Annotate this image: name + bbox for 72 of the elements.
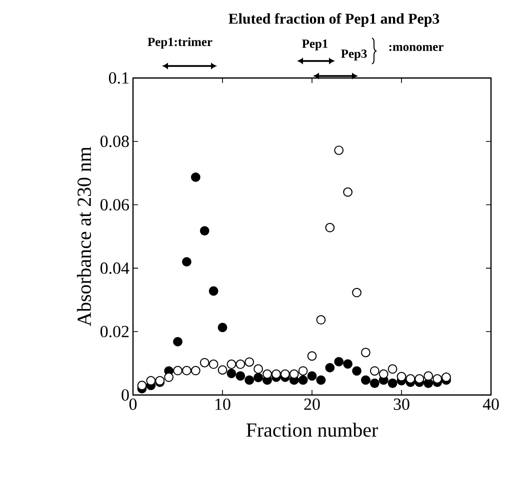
- point: [388, 378, 398, 388]
- point: [325, 363, 335, 372]
- point: [164, 372, 174, 382]
- point: [361, 348, 370, 358]
- point: [396, 372, 406, 382]
- text: Pep1: [302, 40, 328, 50]
- x-tick-label: 0: [129, 398, 137, 410]
- point: [370, 378, 380, 388]
- point: [236, 371, 246, 381]
- point: [208, 360, 218, 369]
- point: [182, 366, 192, 376]
- point: [218, 365, 228, 375]
- y-tick-label: 0.1: [108, 72, 128, 84]
- point: [334, 146, 344, 155]
- point: [370, 366, 380, 376]
- text: Pep1:trimer: [148, 37, 212, 49]
- point: [361, 375, 370, 385]
- text: Pep3: [341, 50, 367, 60]
- point: [424, 371, 434, 381]
- point: [190, 172, 200, 182]
- point: [289, 369, 299, 379]
- point: [307, 351, 317, 361]
- point: [334, 357, 344, 366]
- point: [414, 374, 424, 384]
- point: [208, 286, 218, 296]
- point: [442, 372, 451, 382]
- point: [200, 358, 210, 368]
- point: [262, 369, 272, 379]
- point: [298, 366, 308, 376]
- point: [325, 222, 335, 232]
- point: [307, 371, 317, 381]
- point: [378, 369, 388, 379]
- point: [254, 364, 264, 374]
- point: [298, 375, 308, 385]
- chart-title: Eluted fraction of Pep1 and Pep3: [228, 13, 440, 27]
- y-tick-label: 0.08: [100, 136, 129, 148]
- point: [146, 376, 156, 386]
- point: [272, 369, 281, 379]
- point: [280, 369, 290, 379]
- point: [343, 187, 353, 197]
- point: [173, 337, 182, 346]
- point: [218, 322, 228, 332]
- x-tick-label: 40: [482, 398, 499, 410]
- point: [173, 366, 182, 376]
- y-tick-label: 0: [122, 389, 129, 401]
- y-tick-label: 0.04: [100, 262, 130, 274]
- y-tick-label: 0.02: [100, 326, 129, 338]
- point: [137, 380, 147, 390]
- x-tick-label: 20: [304, 398, 320, 410]
- point: [352, 366, 362, 376]
- point: [254, 372, 264, 382]
- point: [406, 374, 416, 384]
- point: [226, 368, 236, 378]
- point: [236, 360, 246, 369]
- point: [244, 375, 254, 385]
- text: :monomer: [389, 44, 444, 52]
- point: [182, 257, 192, 267]
- point: [190, 366, 200, 376]
- point: [316, 375, 326, 385]
- point: [244, 357, 254, 367]
- point: [316, 315, 326, 325]
- point: [200, 226, 210, 236]
- x-tick-label: 10: [216, 398, 230, 410]
- y-axis-title: Absorbance at 230 nm: [76, 146, 91, 326]
- x-axis-title: Fraction number: [246, 422, 378, 437]
- point: [352, 288, 362, 298]
- point: [226, 360, 236, 369]
- x-tick-label: 30: [394, 398, 410, 410]
- point: [388, 364, 398, 374]
- point: [432, 374, 442, 384]
- y-tick-label: 0.06: [100, 199, 129, 211]
- point: [343, 359, 353, 369]
